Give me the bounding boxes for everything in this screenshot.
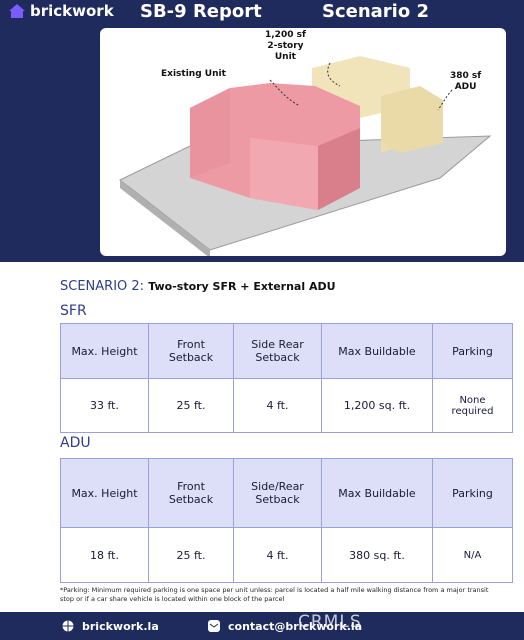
header-cell: Parking [432, 458, 513, 528]
section-title: Two-story SFR + External ADU [148, 280, 336, 293]
brand: brickwork [30, 2, 114, 20]
data-cell: 25 ft. [148, 378, 234, 433]
adu-label: 380 sf ADU [450, 71, 481, 93]
label-line: 380 sf [450, 71, 482, 81]
label-line: ADU [454, 82, 477, 92]
footnote: *Parking: Minimum required parking is on… [60, 586, 489, 603]
data-cell: 4 ft. [233, 378, 322, 433]
data-cell: N/A [432, 527, 513, 583]
data-cell: None required [432, 378, 513, 433]
header-row: Max. Height Front Setback Side Rear Setbac… [60, 323, 513, 379]
globe-icon [62, 620, 74, 632]
header: brickwork SB-9 Report Scenario 2 Existin… [0, 0, 524, 262]
scenario: Scenario 2 [322, 1, 430, 22]
watermark: CRMLS [298, 612, 362, 632]
data-cell: 33 ft. [60, 378, 149, 433]
logo [9, 4, 25, 18]
massing-drawing [119, 56, 492, 256]
data-row: 18 ft. 25 ft. 4 ft. 380 sq. ft. N/A [60, 527, 513, 583]
data-cell: 380 sq. ft. [321, 527, 433, 583]
existing-label: Existing Unit [161, 69, 226, 79]
header-cell: Side Rear Setback [233, 323, 322, 379]
data-cell: 25 ft. [148, 527, 234, 583]
spec-table: Max. Height Front Setback Side/Rear Setbac… [60, 458, 513, 583]
mail-icon [208, 620, 220, 632]
title: SB-9 Report [140, 1, 262, 22]
email[interactable]: contact@brickwork.la [228, 620, 363, 633]
footer: brickwork.la contact@brickwork.la [0, 612, 524, 640]
table-title: ADU [60, 435, 91, 451]
header-cell: Max. Height [60, 323, 149, 379]
label-line: Unit [274, 52, 296, 62]
website[interactable]: brickwork.la [82, 620, 159, 633]
data-cell: 4 ft. [233, 527, 322, 583]
section-prefix: SCENARIO 2: [60, 279, 145, 294]
header-cell: Parking [432, 323, 513, 379]
data-row: 33 ft. 25 ft. 4 ft. 1,200 sq. ft. None requi… [60, 378, 513, 433]
header-cell: Max Buildable [321, 323, 433, 379]
data-cell: 1,200 sq. ft. [321, 378, 433, 433]
header-cell: Max. Height [60, 458, 149, 528]
header-row: Max. Height Front Setback Side/Rear Setbac… [60, 458, 513, 528]
spec-table: Max. Height Front Setback Side Rear Setbac… [60, 323, 513, 433]
header-cell: Front Setback [148, 323, 234, 379]
label-line: 1,200 sf [265, 30, 306, 40]
label-line: 2-story [267, 41, 304, 51]
unit-label: 1,200 sf 2-story Unit [265, 30, 306, 63]
header-cell: Max Buildable [321, 458, 433, 528]
illustration: Existing Unit 1,200 sf 2-story Unit 380 sf… [100, 28, 506, 256]
data-cell: 18 ft. [60, 527, 149, 583]
header-cell: Front Setback [148, 458, 234, 528]
header-cell: Side/Rear Setback [233, 458, 322, 528]
section-heading: SCENARIO 2: Two-story SFR + External ADU [60, 279, 336, 294]
table-title: SFR [60, 303, 87, 319]
